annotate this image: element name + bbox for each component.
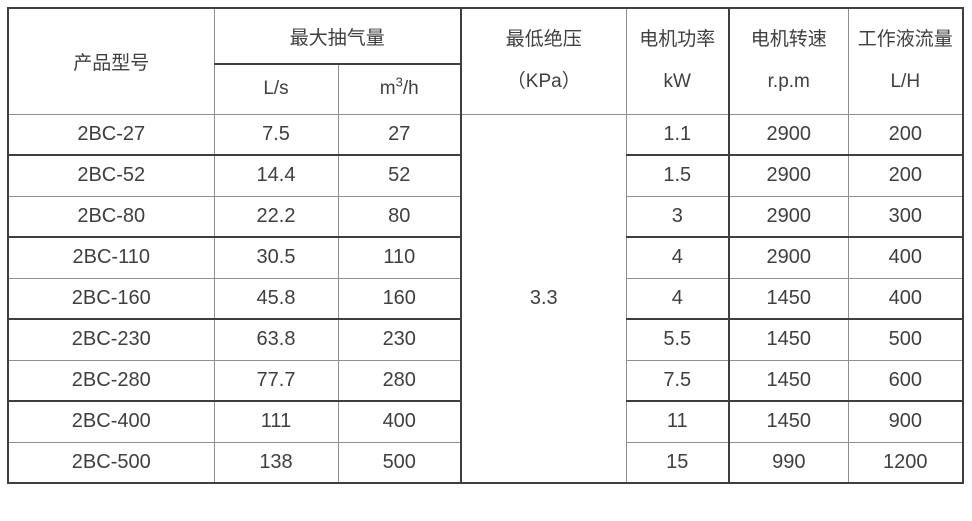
cell-m3h: 52 (337, 154, 462, 197)
cell-kw: 7.5 (625, 359, 730, 402)
cell-model: 2BC-27 (7, 113, 215, 156)
cell-lh: 200 (847, 113, 964, 156)
header-product-model: 产品型号 (7, 7, 215, 115)
cell-rpm: 2900 (728, 195, 849, 238)
cell-min-pressure: 3.3 (460, 113, 627, 484)
cell-model: 2BC-400 (7, 400, 215, 443)
spec-table-body: 2BC-27 7.5 27 3.3 1.1 2900 200 2BC-52 14.4 52 1.5 2… (7, 113, 964, 484)
header-motor-speed: 电机转速 r.p.m (728, 7, 849, 115)
header-row-2: L/s m3/h (8, 63, 963, 115)
cell-ls: 77.7 (213, 359, 339, 402)
cell-rpm: 2900 (728, 113, 849, 156)
table-row: 2BC-280 77.7 280 7.5 1450 600 (7, 359, 964, 402)
cell-ls: 45.8 (213, 277, 339, 320)
cell-model: 2BC-500 (7, 441, 215, 484)
cell-ls: 138 (213, 441, 339, 484)
cell-m3h: 27 (337, 113, 462, 156)
unit-m3h-superscript: 3 (395, 74, 403, 90)
table-row: 2BC-230 63.8 230 5.5 1450 500 (7, 318, 964, 361)
cell-kw: 5.5 (625, 318, 730, 361)
cell-rpm: 2900 (728, 154, 849, 197)
cell-ls: 30.5 (213, 236, 339, 279)
cell-model: 2BC-280 (7, 359, 215, 402)
cell-model: 2BC-52 (7, 154, 215, 197)
cell-ls: 63.8 (213, 318, 339, 361)
header-unit-m3h: m3/h (337, 63, 462, 115)
table-row: 2BC-110 30.5 110 4 2900 400 (7, 236, 964, 279)
table-row: 2BC-160 45.8 160 4 1450 400 (7, 277, 964, 320)
cell-rpm: 1450 (728, 400, 849, 443)
table-row: 2BC-27 7.5 27 3.3 1.1 2900 200 (7, 113, 964, 484)
cell-kw: 11 (625, 400, 730, 443)
cell-lh: 400 (847, 236, 964, 279)
table-row: 2BC-80 22.2 80 3 2900 300 (7, 195, 964, 238)
cell-kw: 4 (625, 236, 730, 279)
cell-m3h: 500 (337, 441, 462, 484)
cell-rpm: 990 (728, 441, 849, 484)
cell-lh: 600 (847, 359, 964, 402)
header-max-pumping: 最大抽气量 (213, 7, 462, 65)
header-motor-power: 电机功率 kW (625, 7, 730, 115)
cell-model: 2BC-80 (7, 195, 215, 238)
cell-rpm: 1450 (728, 277, 849, 320)
header-row-1: 产品型号 最大抽气量 最低绝压 （KPa） 电机功率 kW 电机转速 r.p.m… (7, 7, 964, 115)
cell-m3h: 80 (337, 195, 462, 238)
cell-model: 2BC-160 (7, 277, 215, 320)
cell-lh: 900 (847, 400, 964, 443)
cell-m3h: 160 (337, 277, 462, 320)
cell-kw: 1.1 (625, 113, 730, 156)
cell-ls: 7.5 (213, 113, 339, 156)
table-row: 2BC-400 111 400 11 1450 900 (7, 400, 964, 443)
cell-rpm: 1450 (728, 359, 849, 402)
cell-ls: 22.2 (213, 195, 339, 238)
header-liquid-flow-line1: 工作液流量 (857, 29, 953, 51)
header-min-pressure-line1: 最低绝压 (505, 29, 582, 51)
header-liquid-flow: 工作液流量 L/H (847, 7, 964, 115)
cell-lh: 1200 (847, 441, 964, 484)
cell-kw: 3 (625, 195, 730, 238)
cell-m3h: 280 (337, 359, 462, 402)
unit-m3h-rest: /h (402, 78, 419, 100)
unit-m3h-base: m (379, 78, 396, 100)
cell-lh: 200 (847, 154, 964, 197)
cell-rpm: 1450 (728, 318, 849, 361)
cell-lh: 400 (847, 277, 964, 320)
spec-table-head: 产品型号 最大抽气量 最低绝压 （KPa） 电机功率 kW 电机转速 r.p.m… (7, 7, 964, 115)
header-motor-power-line1: 电机功率 (639, 29, 716, 51)
cell-kw: 4 (625, 277, 730, 320)
header-min-pressure-line2: （KPa） (506, 71, 581, 93)
header-motor-power-line2: kW (663, 71, 691, 93)
table-row: 2BC-500 138 500 15 990 1200 (7, 441, 964, 484)
cell-lh: 500 (847, 318, 964, 361)
cell-m3h: 230 (337, 318, 462, 361)
cell-lh: 300 (847, 195, 964, 238)
header-unit-ls: L/s (213, 63, 339, 115)
cell-model: 2BC-110 (7, 236, 215, 279)
cell-kw: 15 (625, 441, 730, 484)
header-motor-speed-line1: 电机转速 (750, 29, 827, 51)
cell-m3h: 110 (337, 236, 462, 279)
cell-rpm: 2900 (728, 236, 849, 279)
pump-spec-table: 产品型号 最大抽气量 最低绝压 （KPa） 电机功率 kW 电机转速 r.p.m… (7, 7, 965, 484)
header-liquid-flow-line2: L/H (890, 71, 921, 93)
header-motor-speed-line2: r.p.m (767, 71, 810, 93)
header-min-pressure: 最低绝压 （KPa） (460, 7, 627, 115)
cell-model: 2BC-230 (7, 318, 215, 361)
cell-m3h: 400 (337, 400, 462, 443)
cell-ls: 14.4 (213, 154, 339, 197)
cell-ls: 111 (213, 400, 339, 443)
cell-kw: 1.5 (625, 154, 730, 197)
